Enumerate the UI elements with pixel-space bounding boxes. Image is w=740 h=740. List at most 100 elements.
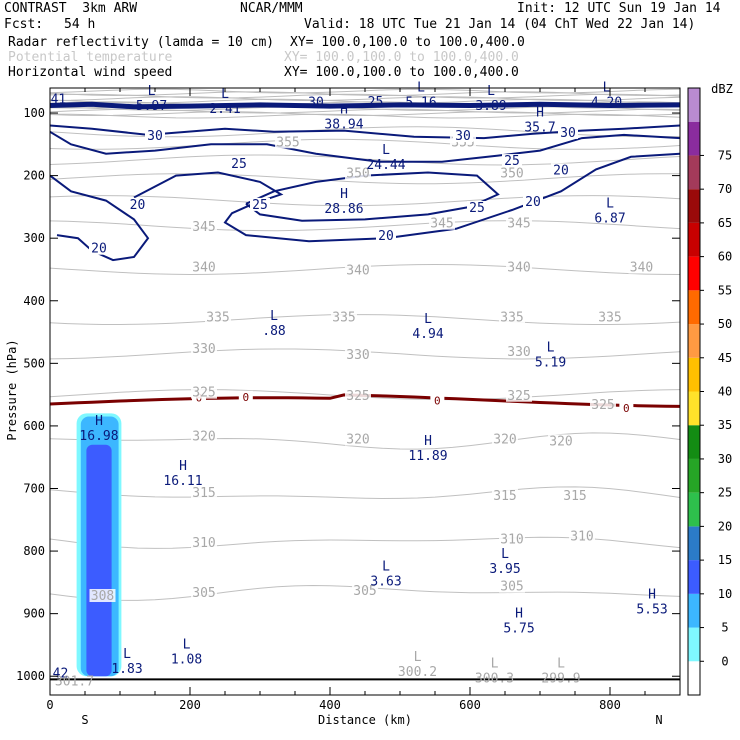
theta-label-bg xyxy=(191,385,217,399)
extremum-letter: L xyxy=(382,143,390,158)
colorbar-label: 55 xyxy=(718,283,732,297)
theta-line xyxy=(49,138,681,150)
theta-line-upper xyxy=(49,93,681,99)
theta-label: 335 xyxy=(332,311,355,326)
extremum-value: 2.41 xyxy=(209,102,240,117)
wind-label-bg xyxy=(502,154,522,168)
theta-label: 330 xyxy=(192,342,215,357)
wind-contour xyxy=(49,124,681,140)
colorbar-swatch xyxy=(688,222,700,257)
wind-label: 25 xyxy=(231,157,247,172)
extremum-letter: H xyxy=(536,106,544,121)
theta-line xyxy=(49,432,681,450)
extremum-letter: L xyxy=(606,196,614,211)
theta-label: 305 xyxy=(500,580,523,595)
wind-label-bg xyxy=(145,129,165,143)
extremum-letter: L xyxy=(424,312,432,327)
theta-label: 310 xyxy=(500,533,523,548)
fcst-value: 54 h xyxy=(64,17,96,32)
x-tick-label: 600 xyxy=(459,698,481,712)
wind-label-bg xyxy=(250,197,270,211)
colorbar-label: 5 xyxy=(721,621,728,635)
theta-label-bg xyxy=(499,166,525,180)
theta-label-bg xyxy=(345,388,371,402)
colorbar-label: 75 xyxy=(718,148,732,162)
endpoint-left: S xyxy=(81,713,88,727)
theta-label-bg xyxy=(191,585,217,599)
y-tick-label: 800 xyxy=(23,544,45,558)
theta-label-bg xyxy=(191,429,217,443)
extremum-value: 4.20 xyxy=(591,96,622,111)
x-tick-label: 0 xyxy=(46,698,53,712)
init-time: Init: 12 UTC Sun 19 Jan 14 xyxy=(517,1,721,16)
theta-label-bg xyxy=(345,432,371,446)
colorbar-label: 0 xyxy=(721,654,728,668)
theta-label: 310 xyxy=(192,536,215,551)
theta-label: 325 xyxy=(507,389,530,404)
field-name-wind: Horizontal wind speed xyxy=(8,65,173,80)
extremum-value: 300.3 xyxy=(475,671,514,686)
theta-label: 320 xyxy=(493,433,516,448)
theta-label: 340 xyxy=(630,260,653,275)
theta-label: 315 xyxy=(493,489,516,504)
colorbar-swatch xyxy=(688,88,700,122)
extremum-value: 11.89 xyxy=(408,449,447,464)
theta-label: 320 xyxy=(192,429,215,444)
wind-contours xyxy=(49,101,681,681)
theta-line xyxy=(49,314,681,325)
endpoint-right: N xyxy=(655,713,662,727)
wind-contour xyxy=(133,152,681,243)
theta-label: 315 xyxy=(192,486,215,501)
theta-label-bg xyxy=(89,589,116,603)
extremum-letter: L xyxy=(382,559,390,574)
theta-label: 320 xyxy=(346,433,369,448)
extremum-value: 3.89 xyxy=(475,99,506,114)
y-tick-label: 300 xyxy=(23,231,45,245)
colorbar-label: 15 xyxy=(718,553,732,567)
extremum-value: 1.08 xyxy=(171,653,202,668)
theta-line xyxy=(49,195,681,207)
wind-label: 25 xyxy=(469,201,485,216)
theta-label-bg xyxy=(506,344,532,358)
extremum-letter: L xyxy=(270,309,278,324)
extremum-value: 4.94 xyxy=(412,327,443,342)
wind-contour-jet xyxy=(49,101,681,110)
freezing-label-bg xyxy=(238,390,253,403)
extremum-value: 1.83 xyxy=(111,662,142,677)
extremum-letter: L xyxy=(183,638,191,653)
reflectivity-fill xyxy=(76,413,122,677)
wind-label: 30 xyxy=(147,129,163,144)
wind-label: 20 xyxy=(130,198,146,213)
extremum-letter: H xyxy=(340,103,348,118)
extremum-value: 16.11 xyxy=(163,474,202,489)
colorbar-swatch xyxy=(688,593,700,628)
extremum-letter: H xyxy=(648,588,656,603)
theta-line xyxy=(49,173,681,185)
colorbar-swatch xyxy=(688,492,700,527)
colorbar-swatch xyxy=(688,290,700,325)
field-xy-reflectivity: XY= 100.0,100.0 to 100.0,400.0 xyxy=(290,35,525,50)
extremum-value: 5.75 xyxy=(503,621,534,636)
theta-label: 325 xyxy=(346,389,369,404)
extremum-letter: L xyxy=(148,84,156,99)
extremum-value: 5.53 xyxy=(636,603,667,618)
colorbar-swatch xyxy=(688,121,700,156)
theta-label: 315 xyxy=(563,489,586,504)
extremum-letter: H xyxy=(340,187,348,202)
extremum-value: 6.87 xyxy=(594,211,625,226)
x-tick-label: 800 xyxy=(599,698,621,712)
theta-label-bg xyxy=(506,388,532,402)
theta-label-bg xyxy=(590,398,616,412)
theta-label-bg xyxy=(191,535,217,549)
wind-label-bg xyxy=(453,129,473,143)
colorbar-swatch xyxy=(688,324,700,358)
x-axis-label: Distance (km) xyxy=(318,713,412,727)
colorbar-swatch xyxy=(688,526,700,561)
theta-label: 345 xyxy=(192,220,215,235)
theta-label-bg xyxy=(499,579,525,593)
theta-label-bg xyxy=(191,260,217,274)
freezing-label-bg xyxy=(430,394,445,407)
colorbar-swatch xyxy=(688,357,700,392)
theta-label: 335 xyxy=(500,311,523,326)
